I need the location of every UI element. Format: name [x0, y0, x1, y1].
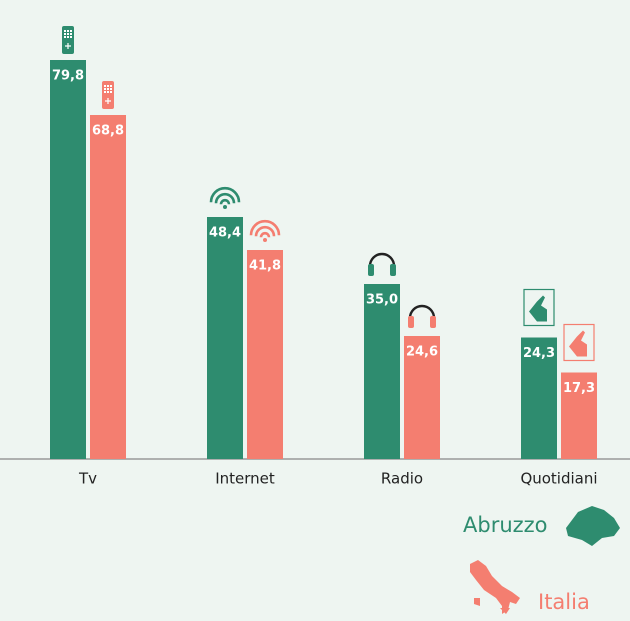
value-label: 35,0 [366, 293, 398, 308]
icon [368, 264, 374, 276]
icon [110, 91, 112, 93]
icon [259, 231, 271, 238]
icon [67, 30, 69, 32]
icon [390, 264, 396, 276]
icon [110, 85, 112, 87]
x-tick-label: Tv [78, 470, 97, 488]
icon [70, 33, 72, 35]
icon [209, 186, 241, 203]
bar [364, 284, 400, 459]
icon [223, 205, 227, 209]
legend-label: Abruzzo [463, 513, 548, 537]
icon [529, 295, 547, 322]
bar [521, 337, 557, 459]
value-label: 68,8 [92, 124, 124, 139]
value-label: 48,4 [209, 226, 241, 241]
icon [105, 98, 111, 104]
icon [249, 219, 281, 236]
italy-map [470, 560, 520, 614]
icon [523, 288, 555, 327]
icon [64, 30, 66, 32]
bar [247, 250, 283, 459]
value-label: 24,6 [406, 345, 438, 360]
icon [64, 36, 66, 38]
bar [561, 372, 597, 459]
icon [67, 36, 69, 38]
icon [67, 33, 69, 35]
icon [107, 88, 109, 90]
icon [70, 36, 72, 38]
icon [263, 238, 267, 242]
icon [107, 85, 109, 87]
icon [64, 33, 66, 35]
icon [104, 88, 106, 90]
value-label: 24,3 [523, 346, 555, 361]
icon [254, 225, 276, 237]
value-label: 41,8 [249, 259, 281, 274]
bar [404, 336, 440, 459]
icon [408, 316, 414, 328]
bar [50, 60, 86, 459]
icon [70, 30, 72, 32]
icon [104, 91, 106, 93]
value-label: 17,3 [563, 381, 595, 396]
icon [563, 323, 595, 362]
icon [368, 252, 396, 272]
icon [430, 316, 436, 328]
icon [110, 88, 112, 90]
value-label: 79,8 [52, 69, 84, 84]
abruzzo-map [566, 506, 620, 546]
icon [214, 192, 236, 204]
legend-label: Italia [538, 590, 590, 614]
bar [90, 115, 126, 459]
bar [207, 217, 243, 459]
icon [65, 43, 71, 49]
x-tick-label: Quotidiani [520, 470, 597, 488]
icon [569, 330, 587, 357]
icon [107, 91, 109, 93]
icon [408, 304, 436, 324]
icon [104, 85, 106, 87]
x-tick-label: Radio [381, 470, 423, 488]
icon [219, 198, 231, 205]
x-tick-label: Internet [215, 470, 275, 488]
